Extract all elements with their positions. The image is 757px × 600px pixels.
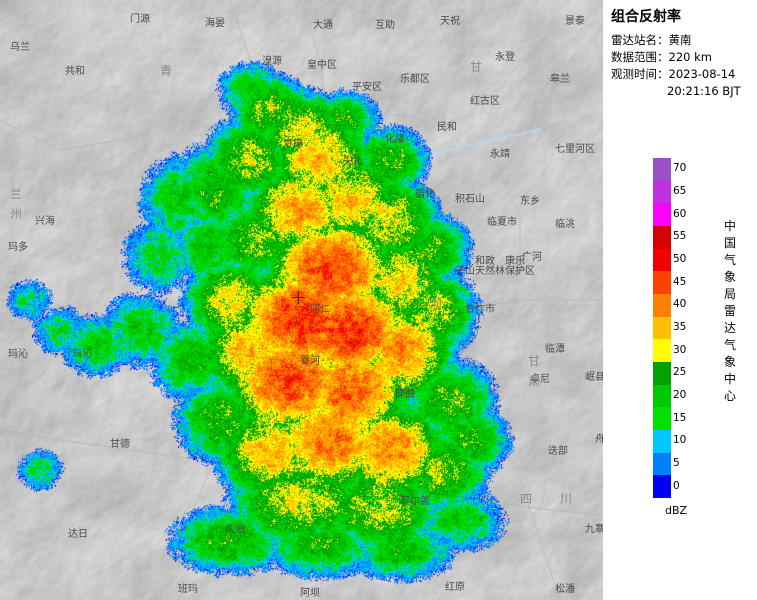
meta-label-range: 数据范围：: [611, 50, 669, 64]
colorbar-tick-label: 70: [673, 162, 687, 175]
colorbar-segment: [653, 361, 671, 385]
colorbar-tick-label: 25: [673, 366, 687, 379]
colorbar-segment: [653, 475, 671, 498]
panel-title: 组合反射率: [611, 9, 681, 25]
agency-vertical-char: 雷: [723, 304, 736, 318]
colorbar-tick-label: 35: [673, 321, 687, 333]
colorbar-gradient: [653, 158, 671, 498]
colorbar-tick-label: 10: [673, 434, 687, 447]
radar-map[interactable]: 海晏 门源 大通 互助 天祝 景泰 乌兰 湟源 皇中区 平安区 乐都区 永登甘皋兰 共和青红古区 民和 化隆…: [0, 0, 603, 600]
agency-vertical-char: 达: [723, 321, 736, 335]
colorbar: [653, 158, 671, 498]
colorbar-tick-label: 40: [673, 298, 687, 311]
colorbar-segment: [653, 225, 671, 249]
meta-label-station: 雷达站名：: [611, 33, 669, 47]
colorbar-segment: [653, 293, 671, 317]
colorbar-tick-label: 20: [673, 389, 687, 401]
radar-site-marker: [292, 291, 305, 304]
colorbar-tick-label: 0: [673, 479, 680, 492]
colorbar-tick-label: 65: [673, 185, 687, 197]
colorbar-tick-label: 55: [673, 230, 687, 243]
colorbar-segment: [653, 248, 671, 272]
panel-metadata: 雷达站名：黄南 数据范围：220 km 观测时间：2023-08-14 20:2…: [611, 32, 757, 100]
meta-value-time: 20:21:16 BJT: [667, 84, 741, 98]
meta-row-time-date: 观测时间：2023-08-14: [611, 66, 757, 83]
info-panel: 组合反射率 雷达站名：黄南 数据范围：220 km 观测时间：2023-08-1…: [603, 0, 757, 600]
agency-vertical-char: 象: [723, 355, 736, 369]
colorbar-segment: [653, 158, 671, 181]
colorbar-tick-label: 30: [673, 343, 687, 356]
colorbar-segment: [653, 180, 671, 204]
colorbar-tick-label: 45: [673, 275, 687, 288]
meta-row-time-clock: 20:21:16 BJT: [611, 83, 757, 100]
meta-row-range: 数据范围：220 km: [611, 49, 757, 66]
colorbar-ticks: 70 65 60 55 50 45 40 35 30 25 20 15 10 5 0: [673, 152, 713, 504]
agency-vertical-char: 象: [723, 270, 736, 284]
agency-vertical-char: 局: [723, 287, 736, 301]
colorbar-segment: [653, 316, 671, 340]
radar-map-canvas[interactable]: [0, 0, 603, 600]
agency-vertical-char: 气: [723, 253, 736, 267]
colorbar-segment: [653, 271, 671, 294]
colorbar-segment: [653, 429, 671, 453]
colorbar-segment: [653, 384, 671, 408]
colorbar-tick-label: 50: [673, 253, 687, 265]
meta-value-range: 220 km: [668, 50, 712, 64]
meta-value-station: 黄南: [668, 33, 692, 47]
meta-row-station: 雷达站名：黄南: [611, 32, 757, 49]
colorbar-unit-label: dBZ: [665, 504, 688, 517]
colorbar-segment: [653, 452, 671, 476]
colorbar-tick-label: 5: [673, 457, 680, 469]
colorbar-tick-label: 60: [673, 207, 687, 220]
meta-label-time: 观测时间：: [611, 67, 669, 81]
agency-vertical-char: 心: [723, 389, 736, 403]
colorbar-tick-label: 15: [673, 411, 687, 424]
agency-vertical-char: 中: [723, 372, 736, 386]
colorbar-segment: [653, 203, 671, 226]
agency-vertical-char: 中: [723, 219, 736, 233]
agency-vertical-text: 中国气象局雷达气象中心: [721, 218, 739, 405]
agency-vertical-char: 气: [723, 338, 736, 352]
meta-value-date: 2023-08-14: [668, 67, 736, 81]
colorbar-segment: [653, 339, 671, 362]
agency-vertical-char: 国: [723, 236, 736, 250]
colorbar-segment: [653, 407, 671, 430]
